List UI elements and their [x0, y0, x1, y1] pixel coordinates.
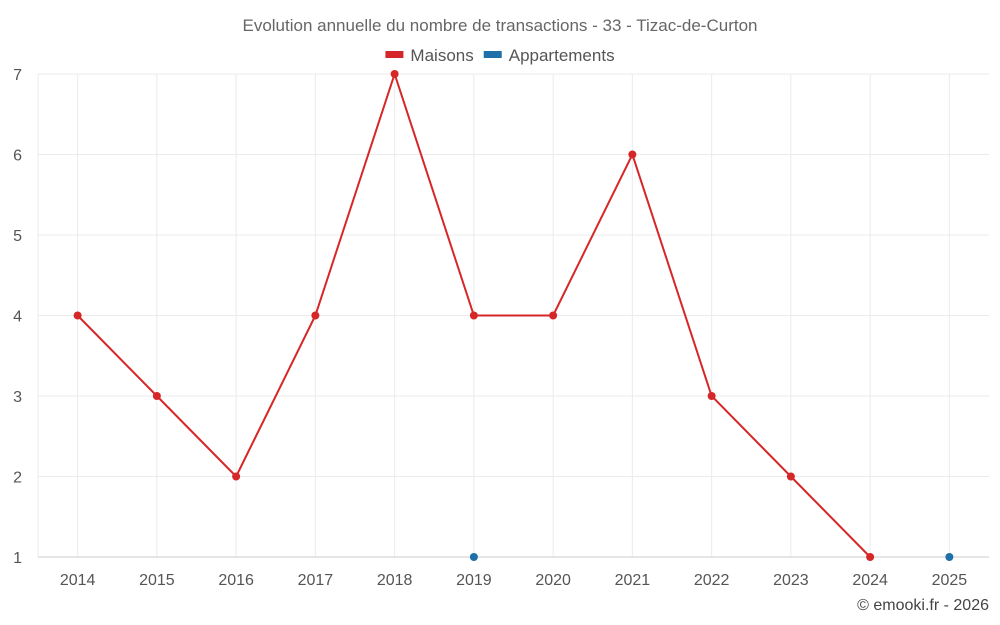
chart-title: Evolution annuelle du nombre de transact… [242, 16, 757, 35]
data-point-maisons[interactable] [469, 311, 478, 320]
data-point-maisons[interactable] [549, 311, 558, 320]
data-point-maisons[interactable] [866, 553, 875, 561]
legend: Maisons Appartements [385, 46, 615, 65]
legend-item-appartements[interactable]: Appartements [483, 46, 615, 65]
data-point-appartements[interactable] [469, 553, 478, 561]
legend-swatch [385, 51, 404, 58]
data-point-maisons[interactable] [152, 392, 161, 400]
credit-text: © emooki.fr - 2026 [857, 597, 989, 614]
x-tick-label: 2023 [773, 572, 809, 589]
x-tick-label: 2020 [535, 572, 571, 589]
legend-label: Appartements [509, 46, 615, 65]
x-tick-label: 2015 [139, 572, 175, 589]
x-tick-label: 2019 [456, 572, 492, 589]
y-tick-label: 3 [13, 389, 22, 406]
y-tick-label: 6 [13, 148, 22, 165]
y-tick-label: 7 [13, 67, 22, 84]
series-layer [73, 70, 954, 561]
y-tick-label: 5 [13, 228, 22, 245]
data-point-maisons[interactable] [311, 311, 320, 320]
data-point-maisons[interactable] [390, 70, 399, 78]
data-point-maisons[interactable] [232, 472, 241, 481]
x-tick-label: 2024 [852, 572, 888, 589]
data-point-maisons[interactable] [707, 392, 716, 400]
y-tick-label: 1 [13, 550, 22, 567]
axes: 1 2 3 4 5 6 7 2014 2015 2016 2017 2018 2019 2020 2021 2… [13, 67, 989, 589]
x-tick-label: 2021 [615, 572, 651, 589]
x-tick-label: 2017 [298, 572, 334, 589]
x-tick-label: 2018 [377, 572, 413, 589]
x-tick-label: 2022 [694, 572, 730, 589]
x-tick-label: 2016 [218, 572, 254, 589]
y-tick-label: 4 [13, 309, 22, 326]
data-point-maisons[interactable] [786, 472, 795, 481]
data-point-maisons[interactable] [628, 150, 637, 159]
x-tick-label: 2025 [932, 572, 968, 589]
data-point-maisons[interactable] [73, 311, 82, 320]
y-tick-label: 2 [13, 470, 22, 487]
legend-item-maisons[interactable]: Maisons [385, 46, 474, 65]
data-point-appartements[interactable] [945, 553, 954, 561]
legend-swatch [483, 51, 502, 58]
x-tick-label: 2014 [60, 572, 96, 589]
legend-label: Maisons [410, 46, 473, 65]
